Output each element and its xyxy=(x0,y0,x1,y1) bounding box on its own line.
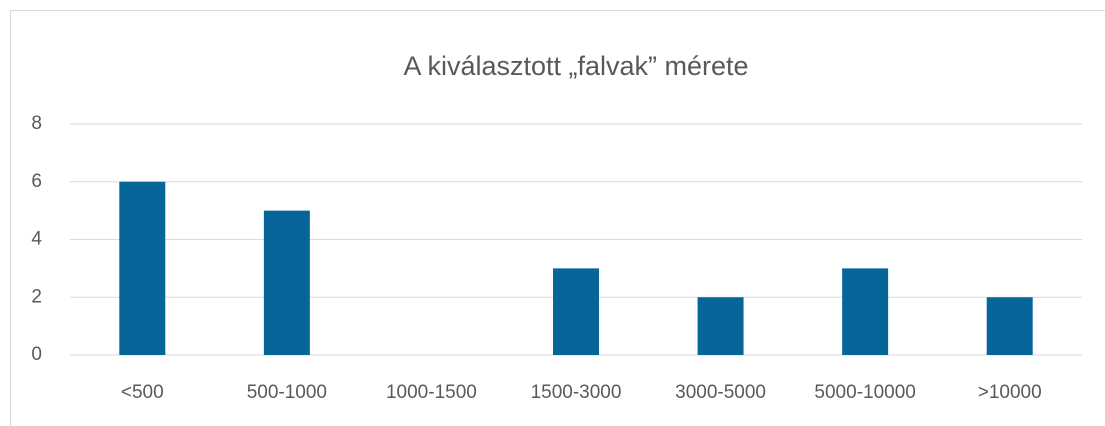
chart-title: A kiválasztott „falvak” mérete xyxy=(403,51,748,81)
bar xyxy=(842,268,889,355)
bar xyxy=(986,297,1033,355)
x-tick-label: 500-1000 xyxy=(247,382,327,403)
bar xyxy=(119,181,166,355)
y-tick-label: 6 xyxy=(31,171,42,192)
x-tick-label: 1000-1500 xyxy=(386,382,477,403)
bar xyxy=(697,297,744,355)
chart-frame xyxy=(10,10,1105,426)
x-tick-label: 5000-10000 xyxy=(814,382,915,403)
bar xyxy=(553,268,599,355)
x-tick-label: 3000-5000 xyxy=(675,382,766,403)
x-tick-label: >10000 xyxy=(978,382,1042,403)
x-tick-label: <500 xyxy=(121,382,164,403)
y-tick-label: 2 xyxy=(31,286,42,307)
x-tick-label: 1500-3000 xyxy=(531,382,622,403)
y-tick-label: 0 xyxy=(31,344,42,365)
y-tick-label: 8 xyxy=(31,113,42,134)
bar xyxy=(263,210,310,355)
y-tick-label: 4 xyxy=(31,229,42,250)
